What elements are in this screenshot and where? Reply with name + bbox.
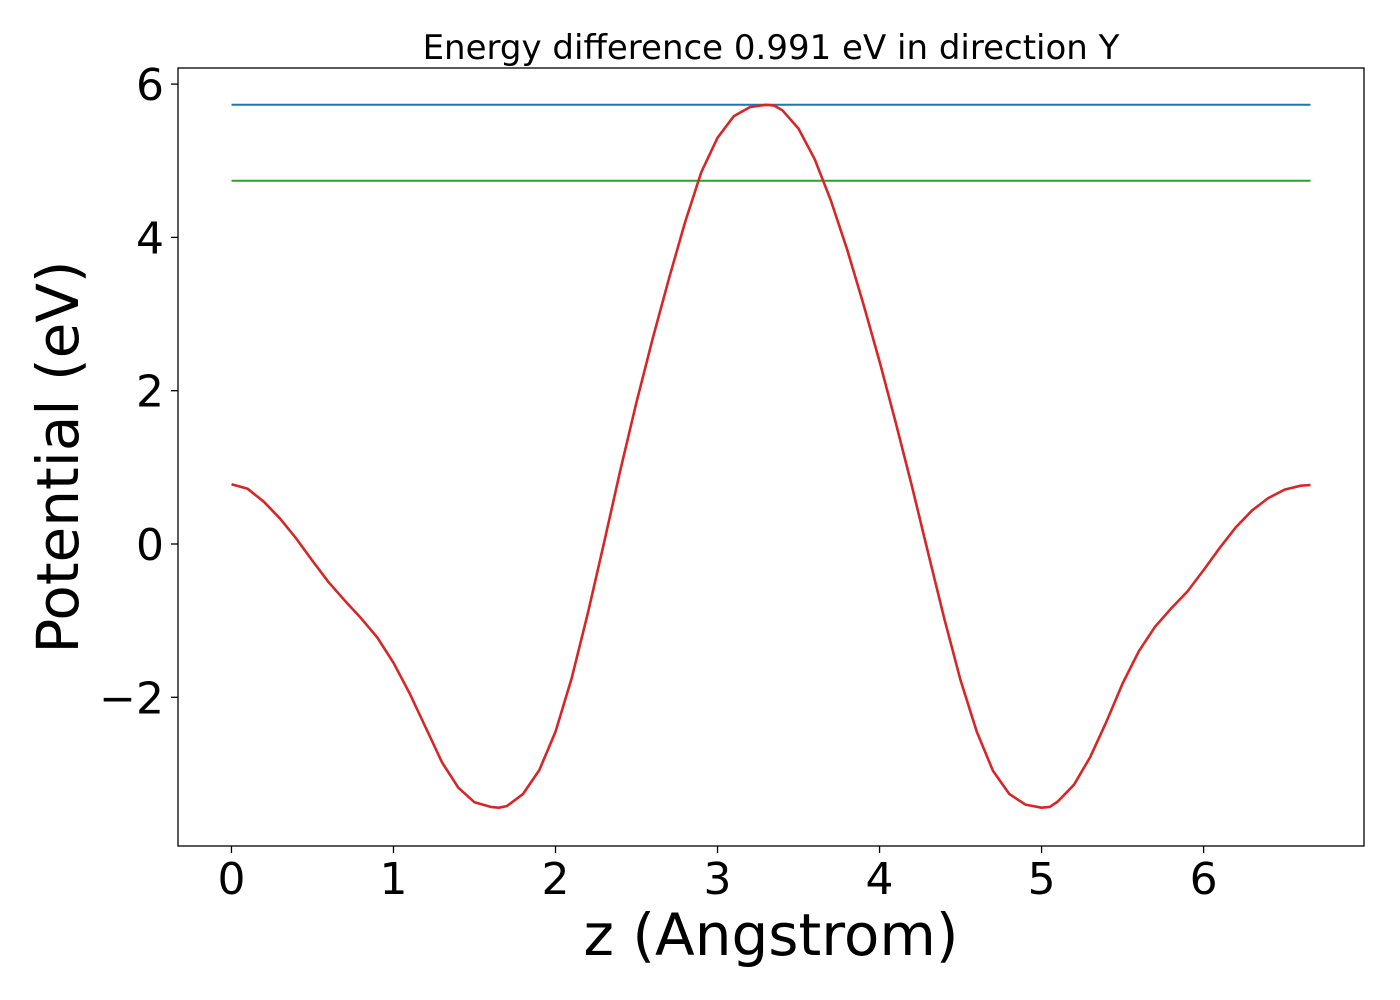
plot-area bbox=[231, 103, 1311, 810]
x-tick-label: 4 bbox=[866, 854, 894, 905]
plot-frame bbox=[177, 67, 1365, 847]
y-axis-label: Potential (eV) bbox=[24, 260, 92, 653]
y-tick-label: 0 bbox=[136, 520, 164, 571]
x-axis-ticks: 0 1 2 3 4 5 6 bbox=[217, 846, 1218, 905]
y-tick-label: 4 bbox=[136, 213, 164, 264]
y-tick-label: 2 bbox=[136, 367, 164, 418]
y-axis-ticks: −2 0 2 4 6 bbox=[99, 60, 178, 724]
x-tick-label: 5 bbox=[1028, 854, 1056, 905]
series-potential-line bbox=[231, 103, 1311, 810]
x-tick-label: 0 bbox=[217, 854, 245, 905]
y-tick-label: −2 bbox=[99, 673, 164, 724]
x-tick-label: 2 bbox=[542, 854, 570, 905]
x-tick-label: 1 bbox=[379, 854, 407, 905]
y-tick-label: 6 bbox=[136, 60, 164, 111]
x-axis-label: z (Angstrom) bbox=[584, 901, 959, 969]
x-tick-label: 6 bbox=[1190, 854, 1218, 905]
chart-title: Energy difference 0.991 eV in direction … bbox=[423, 28, 1120, 68]
x-tick-label: 3 bbox=[704, 854, 732, 905]
